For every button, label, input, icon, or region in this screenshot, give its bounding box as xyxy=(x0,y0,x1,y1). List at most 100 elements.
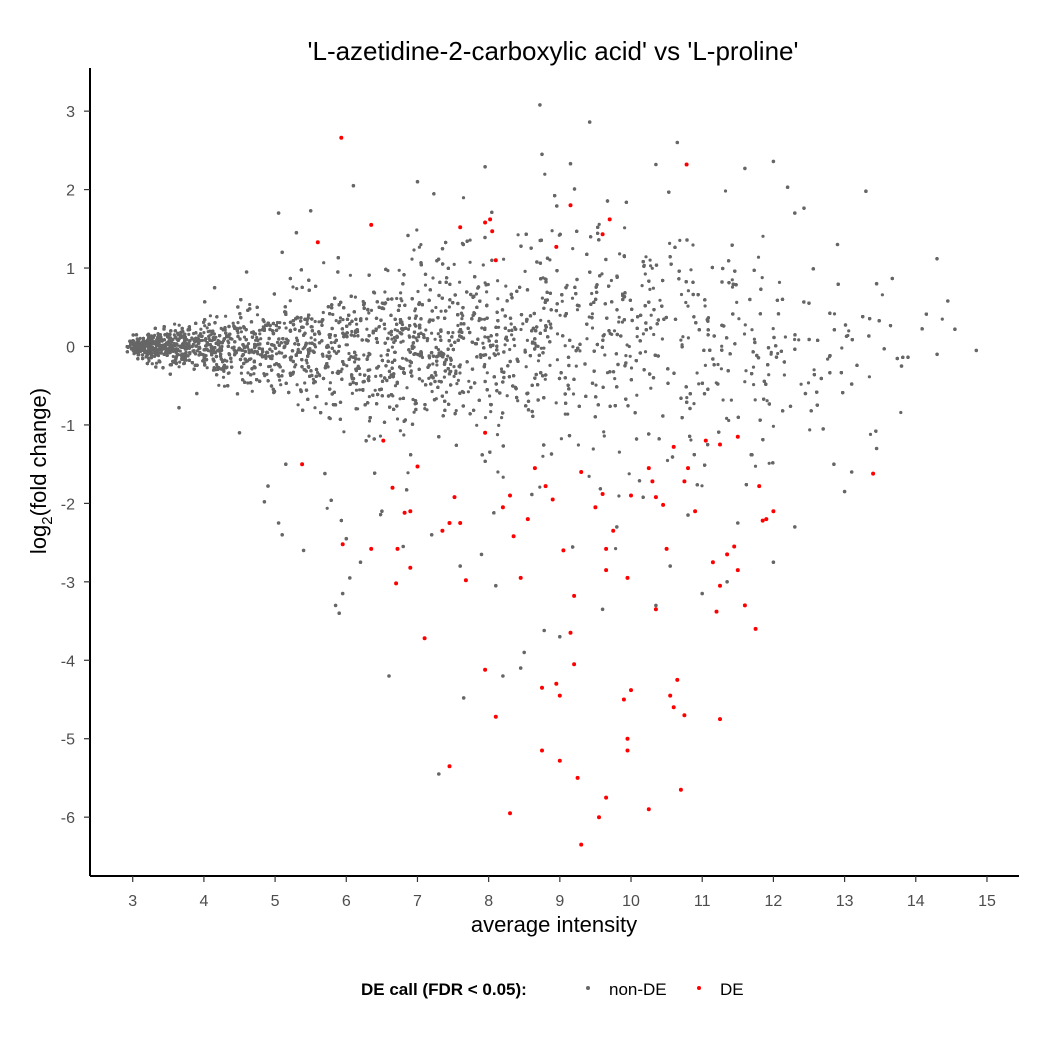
non-de-point xyxy=(793,337,797,342)
non-de-point xyxy=(413,309,417,313)
non-de-point xyxy=(940,317,944,321)
non-de-point xyxy=(783,335,788,339)
non-de-point xyxy=(591,447,595,451)
non-de-point xyxy=(447,305,451,309)
non-de-point xyxy=(541,454,545,458)
non-de-point xyxy=(231,321,235,325)
non-de-point xyxy=(150,362,154,366)
non-de-point xyxy=(536,359,541,363)
non-de-point xyxy=(767,373,771,377)
non-de-point xyxy=(203,324,207,328)
non-de-point xyxy=(417,335,421,339)
non-de-point xyxy=(641,332,646,336)
non-de-point xyxy=(554,401,558,405)
non-de-point xyxy=(727,418,731,423)
non-de-point xyxy=(753,464,758,468)
non-de-point xyxy=(695,371,699,375)
non-de-point xyxy=(393,328,397,332)
non-de-point xyxy=(442,375,446,379)
non-de-point xyxy=(199,327,203,331)
non-de-point xyxy=(660,337,665,341)
non-de-point xyxy=(379,354,383,358)
non-de-point xyxy=(337,349,341,353)
non-de-point xyxy=(720,344,724,348)
non-de-point xyxy=(367,311,371,315)
non-de-point xyxy=(390,345,394,349)
non-de-point xyxy=(153,333,157,337)
non-de-point xyxy=(207,337,211,341)
non-de-point xyxy=(357,357,361,361)
non-de-point xyxy=(481,341,485,345)
non-de-point xyxy=(617,494,621,498)
non-de-point xyxy=(692,402,696,406)
non-de-point xyxy=(295,287,299,291)
non-de-point xyxy=(311,377,315,381)
non-de-point xyxy=(782,373,787,377)
non-de-point xyxy=(197,334,201,338)
non-de-point xyxy=(282,321,286,325)
non-de-point xyxy=(303,381,307,385)
non-de-point xyxy=(649,264,653,268)
non-de-point xyxy=(466,390,470,394)
non-de-point xyxy=(358,372,362,376)
non-de-point xyxy=(489,410,493,414)
non-de-point xyxy=(239,371,243,375)
non-de-point xyxy=(347,351,351,356)
non-de-point xyxy=(575,308,580,312)
non-de-point xyxy=(540,296,545,300)
non-de-point xyxy=(395,296,399,301)
non-de-point xyxy=(612,329,617,333)
non-de-point xyxy=(173,322,177,326)
non-de-point xyxy=(330,371,335,375)
non-de-point xyxy=(560,299,564,303)
non-de-point xyxy=(628,354,632,358)
non-de-point xyxy=(420,379,424,383)
non-de-point xyxy=(499,367,504,371)
non-de-point xyxy=(410,257,414,261)
non-de-point xyxy=(456,323,460,328)
non-de-point xyxy=(239,330,243,334)
non-de-point xyxy=(697,382,701,386)
non-de-point xyxy=(397,268,401,272)
non-de-point xyxy=(250,348,254,352)
non-de-point xyxy=(245,345,250,349)
non-de-point xyxy=(516,233,520,237)
non-de-point xyxy=(392,336,396,340)
non-de-point xyxy=(383,327,387,331)
non-de-point xyxy=(543,172,547,176)
non-de-point xyxy=(488,394,492,398)
non-de-point xyxy=(468,260,472,264)
non-de-point xyxy=(797,338,801,342)
non-de-point xyxy=(689,438,693,442)
non-de-point xyxy=(188,351,192,355)
non-de-point xyxy=(215,362,219,367)
non-de-point xyxy=(434,373,438,377)
non-de-point xyxy=(411,397,415,402)
non-de-point xyxy=(400,323,405,327)
non-de-point xyxy=(620,320,625,324)
non-de-point xyxy=(350,391,354,395)
non-de-point xyxy=(177,323,181,327)
non-de-point xyxy=(221,375,226,379)
non-de-point xyxy=(446,354,450,358)
non-de-point xyxy=(393,384,398,388)
non-de-point xyxy=(229,360,233,364)
non-de-point xyxy=(614,547,618,551)
non-de-point xyxy=(344,343,348,347)
non-de-point xyxy=(358,388,362,392)
non-de-point xyxy=(461,196,466,200)
non-de-point xyxy=(206,330,210,334)
non-de-point xyxy=(483,416,488,420)
non-de-point xyxy=(460,317,464,321)
non-de-point xyxy=(279,383,283,387)
non-de-point xyxy=(353,360,357,364)
non-de-point xyxy=(481,263,485,267)
non-de-point xyxy=(280,351,284,355)
non-de-point xyxy=(483,335,487,339)
non-de-point xyxy=(510,333,514,337)
non-de-point xyxy=(474,292,478,296)
non-de-point xyxy=(668,241,672,245)
non-de-point xyxy=(412,410,416,414)
non-de-point xyxy=(265,372,269,376)
non-de-point xyxy=(703,304,707,308)
